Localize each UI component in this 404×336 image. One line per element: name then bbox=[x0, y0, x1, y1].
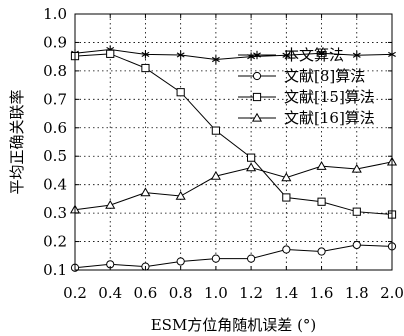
legend-label: 文献[8]算法 bbox=[284, 67, 365, 85]
data-point bbox=[175, 190, 186, 200]
series-line bbox=[74, 49, 393, 61]
y-tick-label: 1.0 bbox=[43, 5, 67, 23]
data-point bbox=[176, 257, 185, 266]
data-point bbox=[282, 245, 291, 254]
x-tick-label: 2.0 bbox=[380, 284, 404, 302]
data-point bbox=[281, 172, 292, 182]
data-point bbox=[247, 153, 256, 162]
data-point bbox=[317, 197, 326, 206]
legend-marker bbox=[253, 50, 261, 60]
legend-item: 文献[16]算法 bbox=[238, 109, 375, 127]
series-1 bbox=[71, 45, 396, 64]
series-line bbox=[74, 161, 393, 211]
series-4 bbox=[69, 156, 398, 214]
data-point bbox=[316, 160, 327, 170]
y-tick-label: 0.7 bbox=[43, 90, 67, 108]
y-tick-label: 0.6 bbox=[43, 119, 67, 137]
y-tick-label: 0.1 bbox=[43, 261, 67, 279]
data-point bbox=[210, 170, 221, 180]
legend-marker bbox=[251, 112, 263, 122]
x-tick-label: 1.6 bbox=[310, 284, 334, 302]
series-line bbox=[74, 244, 393, 269]
data-point bbox=[317, 247, 326, 256]
data-point bbox=[141, 50, 150, 59]
legend-label: 本文算法 bbox=[284, 46, 344, 64]
data-point bbox=[105, 199, 116, 209]
data-point bbox=[140, 187, 151, 197]
legend-marker bbox=[252, 71, 262, 81]
data-point bbox=[282, 51, 291, 60]
data-point bbox=[317, 49, 326, 58]
data-point bbox=[352, 207, 361, 216]
x-axis-title: ESM方位角随机误差 (°) bbox=[151, 316, 317, 334]
x-tick-label: 1.4 bbox=[274, 284, 298, 302]
data-point bbox=[247, 254, 256, 263]
x-tick-label: 0.6 bbox=[134, 284, 158, 302]
data-point bbox=[211, 254, 220, 263]
data-point bbox=[282, 193, 291, 202]
grid bbox=[75, 14, 392, 270]
y-tick-label: 0.4 bbox=[43, 176, 67, 194]
x-tick-label: 1.8 bbox=[345, 284, 369, 302]
legend-item: 文献[8]算法 bbox=[238, 67, 365, 85]
legend-marker bbox=[252, 92, 262, 102]
y-tick-label: 0.8 bbox=[43, 62, 67, 80]
legend-label: 文献[16]算法 bbox=[284, 109, 375, 127]
data-point bbox=[176, 88, 185, 97]
series-2 bbox=[70, 240, 397, 272]
x-tick-label: 0.4 bbox=[98, 284, 122, 302]
plot-frame bbox=[74, 13, 393, 271]
data-point bbox=[246, 162, 257, 172]
data-point bbox=[176, 50, 185, 60]
legend-label: 文献[15]算法 bbox=[284, 88, 375, 106]
y-tick-label: 0.3 bbox=[43, 204, 67, 222]
series-line bbox=[74, 53, 393, 216]
ticks: 0.2 0.4 0.6 0.8 1.0 1.2 1.4 1.6 1.8 2.0 0.1 0.2 0.3 0… bbox=[43, 5, 404, 302]
data-point bbox=[351, 163, 362, 173]
data-point bbox=[211, 55, 220, 64]
y-tick-label: 0.2 bbox=[43, 233, 67, 251]
legend-item: 文献[15]算法 bbox=[238, 88, 375, 106]
legend-item: 本文算法 bbox=[238, 46, 344, 64]
y-axis-title: 平均正确关联率 bbox=[8, 89, 26, 194]
data-point bbox=[352, 51, 361, 60]
y-tick-label: 0.9 bbox=[43, 33, 67, 51]
data-point bbox=[211, 126, 220, 135]
data-point bbox=[141, 63, 150, 73]
data-point bbox=[106, 49, 115, 58]
y-tick-label: 0.5 bbox=[43, 147, 67, 165]
x-tick-label: 0.2 bbox=[63, 284, 87, 302]
x-tick-label: 1.2 bbox=[239, 284, 263, 302]
x-tick-label: 0.8 bbox=[169, 284, 193, 302]
data-point bbox=[352, 240, 361, 250]
x-tick-label: 1.0 bbox=[204, 284, 228, 302]
